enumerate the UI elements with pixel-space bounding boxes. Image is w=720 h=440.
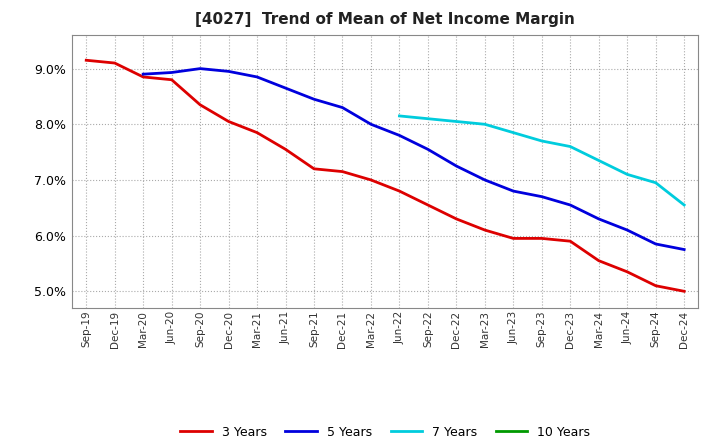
Legend: 3 Years, 5 Years, 7 Years, 10 Years: 3 Years, 5 Years, 7 Years, 10 Years bbox=[176, 421, 595, 440]
Title: [4027]  Trend of Mean of Net Income Margin: [4027] Trend of Mean of Net Income Margi… bbox=[195, 12, 575, 27]
